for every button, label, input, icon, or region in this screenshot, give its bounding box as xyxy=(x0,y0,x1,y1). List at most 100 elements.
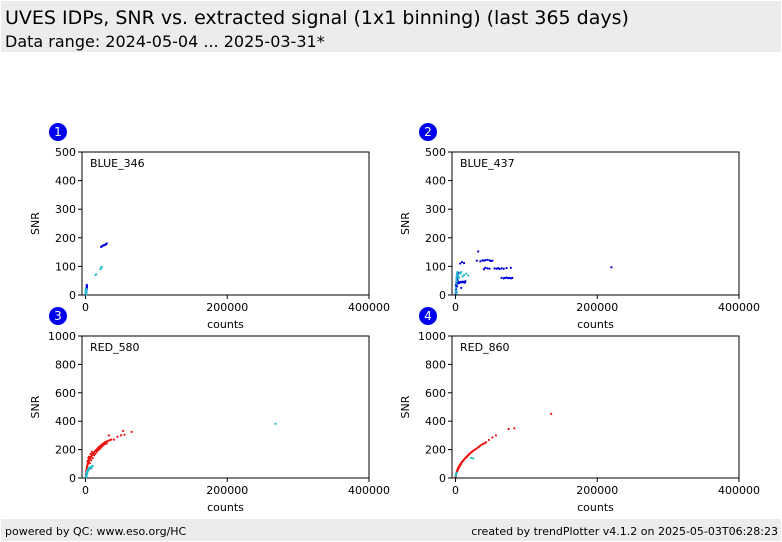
chart-3-point-red xyxy=(119,434,123,437)
chart-1-ytick-label: 200 xyxy=(55,232,76,245)
chart-2-point-blue xyxy=(459,262,462,265)
chart-1-xtick-label: 0 xyxy=(82,301,89,314)
chart-1-badge-circle xyxy=(49,123,67,141)
chart-3-point-red xyxy=(97,449,100,452)
chart-1-ytick-label: 500 xyxy=(55,146,76,159)
page-title: UVES IDPs, SNR vs. extracted signal (1x1… xyxy=(5,7,629,29)
chart-2-point-blue xyxy=(460,261,464,264)
footer-generator: created by trendPlotter v4.1.2 on 2025-0… xyxy=(471,525,778,538)
chart-2-point-cyan xyxy=(454,289,458,292)
chart-2-ytick-label: 100 xyxy=(425,260,446,273)
chart-2-point-cyan xyxy=(457,276,461,279)
chart-4-yaxis-label: SNR xyxy=(399,395,412,418)
chart-3-point-cyan xyxy=(91,464,94,468)
chart-3-point-red xyxy=(105,442,108,445)
chart-3-point-red xyxy=(90,450,94,453)
chart-3-point-red xyxy=(130,430,133,433)
chart-4-point-red xyxy=(550,412,553,415)
chart-4-panel-label: RED_860 xyxy=(460,341,510,354)
chart-1-point-cyan xyxy=(100,265,103,269)
chart-2-point-cyan xyxy=(460,271,463,274)
report-footer: powered by QC: www.eso.org/HC created by… xyxy=(1,519,781,541)
chart-3-point-red xyxy=(86,459,89,463)
chart-3-xtick-label: 200000 xyxy=(206,484,248,497)
chart-3-panel-label: RED_580 xyxy=(90,341,140,354)
chart-2-point-blue xyxy=(500,267,503,270)
chart-4-ytick-label: 600 xyxy=(425,387,446,400)
chart-2-point-blue xyxy=(479,260,482,263)
chart-3-ytick-label: 200 xyxy=(55,444,76,457)
chart-3-point-red xyxy=(88,461,91,465)
chart-2-yaxis-label: SNR xyxy=(399,212,412,235)
chart-2-point-blue xyxy=(464,280,467,283)
chart-2-xtick-label: 400000 xyxy=(718,301,760,314)
chart-2-ytick-label: 200 xyxy=(425,232,446,245)
chart-1-ytick-label: 400 xyxy=(55,175,76,188)
chart-2-point-cyan xyxy=(455,292,458,295)
chart-2-point-blue xyxy=(462,261,466,265)
chart-2-ytick-label: 400 xyxy=(425,175,446,188)
chart-3-point-red xyxy=(87,455,91,458)
chart-2-point-blue xyxy=(477,250,480,253)
chart-3-point-cyan xyxy=(90,466,93,470)
chart-3-badge-number: 3 xyxy=(54,309,62,323)
chart-2-point-cyan xyxy=(462,273,466,277)
chart-2-point-blue xyxy=(498,267,501,271)
chart-2-badge-circle xyxy=(419,123,437,141)
chart-3-point-red xyxy=(122,429,125,432)
chart-3-point-red xyxy=(101,444,104,448)
chart-3-panel: 3 0 200 400 600 800 1000 0 200000 400000 counts SNR… xyxy=(29,307,390,514)
chart-2-point-blue xyxy=(502,267,505,270)
chart-4-badge-circle xyxy=(419,307,437,325)
chart-2-point-cyan xyxy=(461,275,464,278)
chart-2-point-cyan xyxy=(454,286,458,289)
chart-2-point-blue xyxy=(486,267,489,270)
chart-1-point-blue xyxy=(85,285,88,289)
chart-3-ytick-label: 1000 xyxy=(48,330,76,343)
chart-4-point-red xyxy=(494,434,498,437)
chart-4-point-red xyxy=(484,441,488,444)
chart-2-point-blue xyxy=(493,267,496,270)
chart-2-point-blue xyxy=(610,266,613,269)
chart-1-badge-number: 1 xyxy=(54,125,62,139)
chart-2-point-cyan xyxy=(467,274,470,277)
chart-1-ytick-label: 0 xyxy=(69,289,76,302)
chart-2-point-blue xyxy=(500,276,503,279)
chart-4-point-red xyxy=(456,468,459,471)
chart-3-point-red xyxy=(123,433,126,436)
chart-1-point-blue xyxy=(105,242,108,245)
chart-4-xtick-label: 0 xyxy=(452,484,459,497)
chart-4-panel: 4 0 200 400 600 800 1000 0 200000 400000 counts SNR… xyxy=(399,307,760,514)
chart-1-point-cyan xyxy=(85,291,88,294)
chart-3-point-cyan xyxy=(86,472,89,476)
chart-2-point-blue xyxy=(511,276,514,279)
chart-1-point-cyan xyxy=(84,287,88,290)
chart-2-point-cyan xyxy=(465,272,468,275)
chart-2-badge-number: 2 xyxy=(424,125,432,139)
chart-2-xtick-label: 200000 xyxy=(576,301,618,314)
chart-4-point-red xyxy=(513,427,516,430)
chart-1-panel-label: BLUE_346 xyxy=(90,157,145,170)
chart-2-point-blue xyxy=(488,267,491,270)
chart-4-point-cyan xyxy=(455,471,458,474)
chart-3-point-red xyxy=(98,447,101,450)
chart-4-point-cyan xyxy=(470,456,473,459)
chart-1-ytick-label: 300 xyxy=(55,203,76,216)
page-subtitle: Data range: 2024-05-04 ... 2025-03-31* xyxy=(5,32,325,51)
chart-2-point-cyan xyxy=(456,271,459,274)
chart-4-xtick-label: 200000 xyxy=(576,484,618,497)
chart-1-xtick-label: 400000 xyxy=(348,301,390,314)
chart-4-point-red xyxy=(491,436,494,439)
chart-2-point-blue xyxy=(482,268,485,271)
chart-2-point-cyan xyxy=(457,275,460,278)
chart-3-point-cyan xyxy=(85,475,88,478)
chart-3-point-cyan xyxy=(274,422,277,425)
chart-1-point-cyan xyxy=(95,273,98,276)
chart-1-xtick-label: 200000 xyxy=(206,301,248,314)
chart-2-xaxis-label: counts xyxy=(577,318,614,331)
chart-1-yaxis-label: SNR xyxy=(29,212,42,235)
chart-1-panel: 1 0 100 200 300 400 500 0 200000 400000 counts SNR B… xyxy=(29,123,390,331)
chart-3-point-red xyxy=(90,459,93,462)
chart-3-point-red xyxy=(100,446,103,449)
